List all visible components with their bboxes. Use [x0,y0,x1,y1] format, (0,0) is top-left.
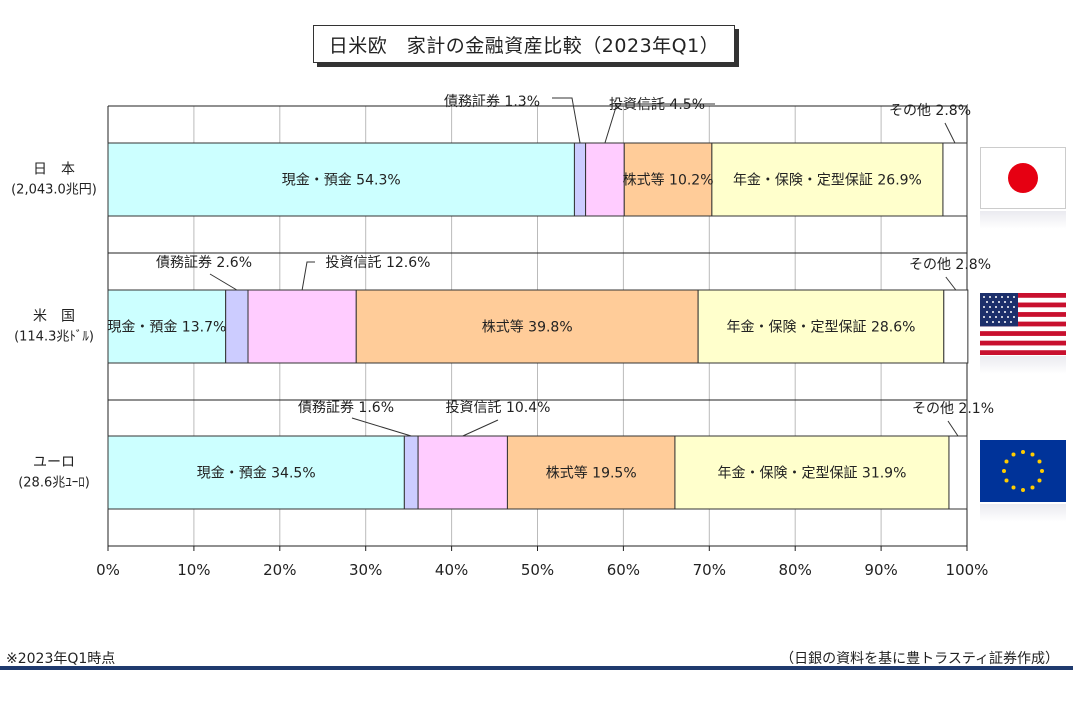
bar-segment [506,435,676,510]
eu-star [1040,469,1044,473]
data-label: その他 2.8% [909,257,991,273]
data-label: 現金・預金 34.5% [197,466,316,482]
eu-star [1037,478,1042,483]
eu-star [1021,450,1025,454]
bar-segment [247,289,357,364]
data-label: その他 2.1% [912,401,994,417]
x-tick-label: 90% [864,561,897,579]
data-label: 債務証券 1.6% [298,400,394,416]
eu-star [1037,459,1042,464]
data-label: 株式等 10.2% [623,172,714,189]
data-label: 債務証券 1.3% [444,94,540,110]
callout-line [462,419,499,437]
eu-star [1030,485,1035,490]
usa-flag-reflection [980,356,1066,374]
bottom-divider [0,666,1073,670]
x-tick-label: 0% [96,561,120,579]
x-tick-label: 60% [607,561,640,579]
data-label: 債務証券 2.6% [156,255,252,271]
category-label: 米 国 [33,309,75,325]
eu-star [1004,478,1009,483]
data-label: 株式等 39.8% [482,319,573,336]
eu-star [1004,459,1009,464]
bar-segment [225,289,249,364]
bar-segment [942,142,968,217]
x-tick-label: 10% [177,561,210,579]
footnote: ※2023年Q1時点 [6,651,116,667]
japan-flag-reflection [980,211,1066,229]
data-label: 投資信託 10.4% [446,400,551,416]
bar-segment [711,142,944,217]
callout-line [944,122,956,144]
bar-segment [573,142,587,217]
callout-line [947,420,959,437]
category-label: ユーロ [33,455,75,471]
callout-line [552,97,581,144]
callout-line [604,103,715,144]
bar-segment [107,289,227,364]
eu-star [1021,488,1025,492]
bar-segment [623,142,713,217]
category-sub-label: (2,043.0兆円) [11,183,97,198]
data-label: 年金・保険・定型保証 26.9% [733,173,922,189]
data-label: 投資信託 12.6% [326,255,431,271]
eu-star [1011,485,1016,490]
bar-segment [674,435,950,510]
data-label: 年金・保険・定型保証 28.6% [727,320,916,336]
x-tick-label: 50% [521,561,554,579]
bar-segment [107,142,575,217]
x-tick-label: 100% [946,561,989,579]
category-label: 日 本 [33,162,75,178]
eu-flag-reflection [980,504,1066,522]
stacked-bar-chart: 0% 10% 20% 30% 40% 50% 60% 70% 80% 90% 100% 日 本 (2,0… [11,94,994,579]
x-tick-label: 20% [263,561,296,579]
data-label: 投資信託 4.5% [609,97,705,113]
data-label: 株式等 19.5% [546,465,637,482]
bar-segment [355,289,699,364]
chart-title: 日米欧 家計の金融資産比較（2023年Q1） [313,25,735,63]
data-label: 現金・預金 13.7% [107,320,226,336]
callout-line [209,273,238,291]
bar-segment [403,435,419,510]
eu-flag-icon [980,440,1066,502]
eu-star [1011,452,1016,457]
usa-flag-icon [980,293,1066,355]
bar-segment [943,289,969,364]
bar-segment [417,435,508,510]
japan-flag-icon [980,147,1066,209]
callout-line [301,261,315,291]
callout-line [945,276,957,291]
bar-segment [585,142,625,217]
data-label: 年金・保険・定型保証 31.9% [717,466,906,482]
source-note: （日銀の資料を基に豊トラスティ証券作成） [780,651,1059,667]
x-tick-label: 70% [693,561,726,579]
x-tick-label: 80% [779,561,812,579]
category-sub-label: (114.3兆ﾄﾞﾙ) [14,330,94,345]
bar-segment [948,435,968,510]
bar-segment [107,435,405,510]
callout-line [351,417,412,437]
eu-star [1002,469,1006,473]
eu-star [1030,452,1035,457]
x-tick-label: 40% [435,561,468,579]
data-label: その他 2.8% [889,103,971,119]
data-label: 現金・預金 54.3% [282,173,401,189]
category-sub-label: (28.6兆ﾕｰﾛ) [18,476,90,491]
x-tick-label: 30% [349,561,382,579]
